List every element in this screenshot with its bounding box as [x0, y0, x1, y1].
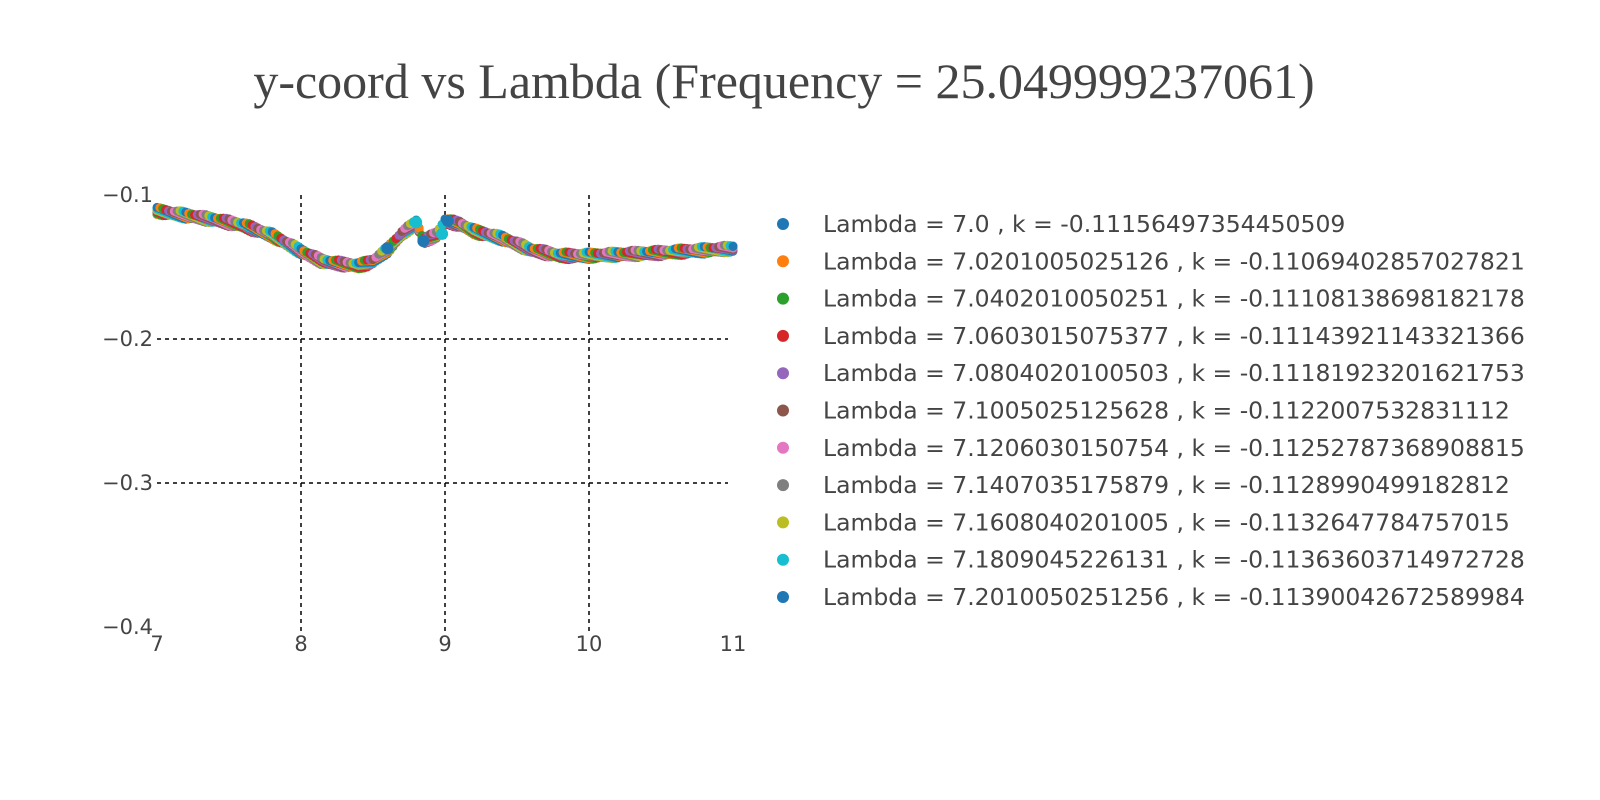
y-tick-label: −0.4	[102, 615, 153, 639]
legend-item[interactable]: Lambda = 7.1206030150754 , k = -0.112527…	[777, 434, 1525, 462]
legend-label: Lambda = 7.1206030150754 , k = -0.112527…	[823, 434, 1525, 462]
legend-label: Lambda = 7.2010050251256 , k = -0.113900…	[823, 583, 1525, 611]
y-axis-ticks: −0.1 −0.2 −0.3 −0.4	[102, 183, 153, 639]
legend-marker	[777, 218, 789, 230]
legend-label: Lambda = 7.1407035175879 , k = -0.112899…	[823, 471, 1510, 499]
legend-item[interactable]: Lambda = 7.1005025125628 , k = -0.112200…	[777, 397, 1510, 425]
legend-marker	[777, 553, 789, 566]
legend-marker	[777, 516, 789, 529]
data-point	[441, 214, 454, 227]
legend-label: Lambda = 7.0402010050251 , k = -0.111081…	[823, 285, 1525, 313]
legend-label: Lambda = 7.0201005025126 , k = -0.110694…	[823, 247, 1525, 275]
legend-item[interactable]: Lambda = 7.2010050251256 , k = -0.113900…	[777, 583, 1525, 611]
x-tick-label: 8	[294, 632, 307, 656]
legend-label: Lambda = 7.1608040201005 , k = -0.113264…	[823, 508, 1510, 536]
legend-item[interactable]: Lambda = 7.0201005025126 , k = -0.110694…	[777, 247, 1525, 275]
legend-item[interactable]: Lambda = 7.0 , k = -0.11156497354450509	[777, 210, 1345, 238]
legend-item[interactable]: Lambda = 7.1608040201005 , k = -0.113264…	[777, 508, 1510, 536]
y-tick-label: −0.2	[102, 327, 153, 351]
grid	[157, 195, 728, 631]
legend-marker	[777, 255, 789, 268]
chart-title: y-coord vs Lambda (Frequency = 25.049999…	[253, 53, 1315, 109]
legend-marker	[777, 479, 789, 492]
x-axis-ticks: 7 8 9 10 11	[150, 632, 746, 656]
legend-label: Lambda = 7.0603015075377 , k = -0.111439…	[823, 322, 1525, 350]
data-point	[410, 216, 423, 229]
data-marks	[152, 202, 738, 274]
x-tick-label: 11	[720, 632, 747, 656]
legend-marker	[777, 329, 789, 342]
legend-item[interactable]: Lambda = 7.1809045226131 , k = -0.113636…	[777, 546, 1525, 574]
legend-marker	[777, 591, 789, 603]
data-point	[436, 227, 449, 240]
y-tick-label: −0.1	[102, 183, 153, 207]
legend-marker	[777, 292, 789, 305]
legend: Lambda = 7.0 , k = -0.11156497354450509 L…	[777, 210, 1525, 611]
legend-marker	[777, 441, 789, 454]
legend-label: Lambda = 7.1005025125628 , k = -0.112200…	[823, 397, 1510, 425]
x-tick-label: 7	[150, 632, 163, 656]
legend-item[interactable]: Lambda = 7.0804020100503 , k = -0.111819…	[777, 359, 1525, 387]
legend-label: Lambda = 7.0 , k = -0.11156497354450509	[823, 210, 1345, 238]
x-tick-label: 10	[576, 632, 603, 656]
legend-item[interactable]: Lambda = 7.1407035175879 , k = -0.112899…	[777, 471, 1510, 499]
legend-label: Lambda = 7.0804020100503 , k = -0.111819…	[823, 359, 1525, 387]
legend-marker	[777, 404, 789, 417]
legend-item[interactable]: Lambda = 7.0402010050251 , k = -0.111081…	[777, 285, 1525, 313]
data-point	[417, 235, 430, 248]
legend-label: Lambda = 7.1809045226131 , k = -0.113636…	[823, 546, 1525, 574]
legend-marker	[777, 367, 789, 380]
y-tick-label: −0.3	[102, 471, 153, 495]
data-point	[381, 242, 394, 255]
x-tick-label: 9	[438, 632, 451, 656]
data-point	[728, 241, 738, 251]
legend-items: Lambda = 7.0 , k = -0.11156497354450509 L…	[777, 210, 1525, 611]
legend-item[interactable]: Lambda = 7.0603015075377 , k = -0.111439…	[777, 322, 1525, 350]
